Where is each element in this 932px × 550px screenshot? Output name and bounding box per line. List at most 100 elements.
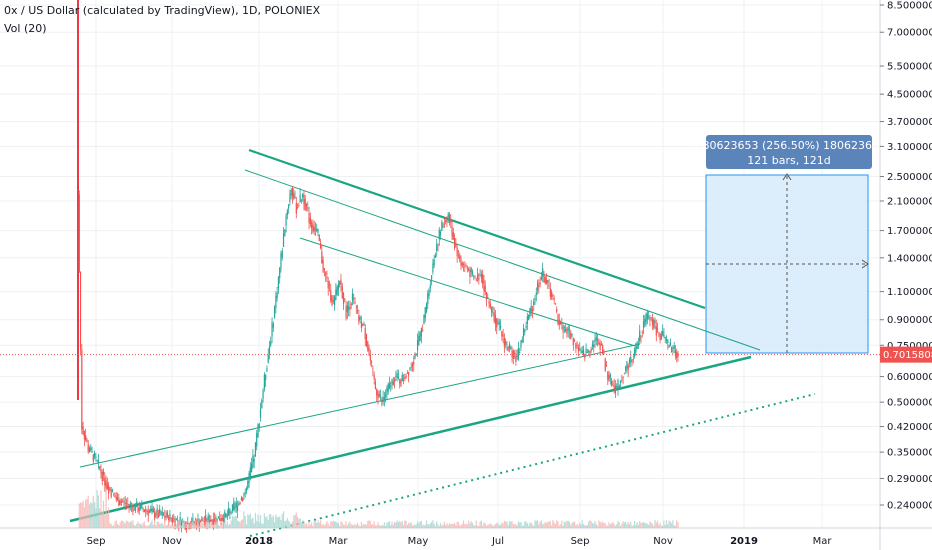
candle-body (416, 339, 419, 350)
candle-body (669, 341, 671, 347)
candle-body (125, 503, 128, 505)
volume-bar (213, 521, 216, 528)
candle-body (667, 339, 669, 344)
trendline-lower-support (69, 355, 752, 523)
candle-body (434, 255, 437, 258)
volume-bar (115, 520, 117, 528)
candle-body (325, 272, 327, 275)
candle-body (344, 299, 346, 301)
volume-bar (296, 516, 299, 528)
candle-body (217, 516, 220, 519)
candle-body (395, 376, 397, 377)
candle-body (319, 243, 322, 249)
time-tick-label: Sep (571, 536, 590, 547)
volume-bar (247, 514, 249, 528)
candle-body (261, 400, 263, 409)
candle-body (397, 376, 400, 379)
volume-bar (520, 521, 522, 528)
candle-body (585, 348, 587, 354)
volume-bar (422, 524, 424, 528)
candle-body (170, 518, 172, 519)
candle-body (263, 374, 265, 389)
volume-bar (95, 508, 97, 528)
volume-bar (313, 521, 315, 528)
candle-body (584, 354, 586, 359)
volume-bar (595, 524, 597, 528)
candle-body (211, 519, 213, 521)
candle-body (368, 348, 370, 355)
candle-body (581, 350, 583, 354)
candle-body (213, 519, 216, 523)
time-tick-label: Jul (491, 536, 504, 547)
volume-bar (391, 521, 393, 528)
volume-bar (239, 522, 241, 528)
volume-bar (248, 515, 250, 528)
candle-body (119, 500, 121, 506)
volume-bar (385, 525, 387, 528)
candle-body (392, 381, 394, 385)
volume-bar (340, 521, 342, 528)
volume-bar (327, 523, 329, 528)
volume-bar (609, 524, 611, 528)
volume-bar (524, 521, 526, 528)
volume-bar (452, 523, 454, 528)
volume-bar (494, 524, 497, 528)
volume-bar (401, 521, 403, 528)
volume-bar (116, 523, 119, 528)
candle-body (152, 508, 154, 513)
candle-body (617, 379, 619, 389)
volume-bar (659, 522, 661, 528)
candle-body (457, 251, 460, 253)
volume-bar (411, 525, 414, 528)
volume-bar (97, 495, 100, 528)
volume-bar (165, 525, 167, 528)
price-tick-label: 0.75000000 (887, 341, 932, 352)
volume-bar (161, 522, 163, 528)
volume-bar (441, 525, 443, 528)
candle-body (236, 506, 239, 511)
candle-body (247, 481, 249, 489)
volume-bar (339, 525, 341, 528)
volume-bar (482, 525, 484, 528)
candle-body (199, 521, 202, 523)
volume-bar (621, 523, 623, 528)
candle-body (362, 323, 364, 325)
time-tick-label: 2018 (245, 536, 273, 547)
candle-body (570, 332, 572, 340)
volume-bar (471, 522, 474, 528)
candle-body (510, 346, 512, 349)
candle-body (488, 300, 490, 304)
volume-bar (507, 524, 509, 528)
candle-body (116, 497, 119, 500)
candle-body (406, 372, 408, 374)
candle-body (646, 313, 648, 320)
measure-arrowhead-up (782, 173, 792, 181)
candle-body (588, 351, 590, 352)
candle-body (461, 262, 463, 266)
candle-body (404, 377, 406, 379)
volume-bar (96, 489, 98, 528)
volume-bar (221, 523, 223, 528)
volume-bar (511, 521, 513, 528)
volume-bar (433, 523, 435, 528)
candle-body (279, 267, 281, 279)
volume-bar (622, 521, 624, 528)
volume-bar (542, 524, 544, 528)
volume-bar (81, 503, 83, 528)
volume-bar (640, 522, 642, 528)
volume-bar (645, 522, 647, 528)
volume-bar (254, 512, 257, 528)
candle-body (229, 510, 231, 514)
candle-body (282, 233, 285, 247)
candle-body (619, 380, 622, 383)
candle-body (240, 498, 243, 501)
volume-bar (639, 521, 641, 528)
candle-body (626, 361, 628, 369)
last-price-tag (880, 346, 932, 363)
volume-bar (265, 517, 267, 528)
candle-body (593, 344, 595, 347)
candle-body (196, 522, 198, 528)
volume-indicator-label: Vol (20) (4, 22, 47, 35)
volume-bar (474, 525, 476, 528)
candle-body (317, 228, 319, 233)
